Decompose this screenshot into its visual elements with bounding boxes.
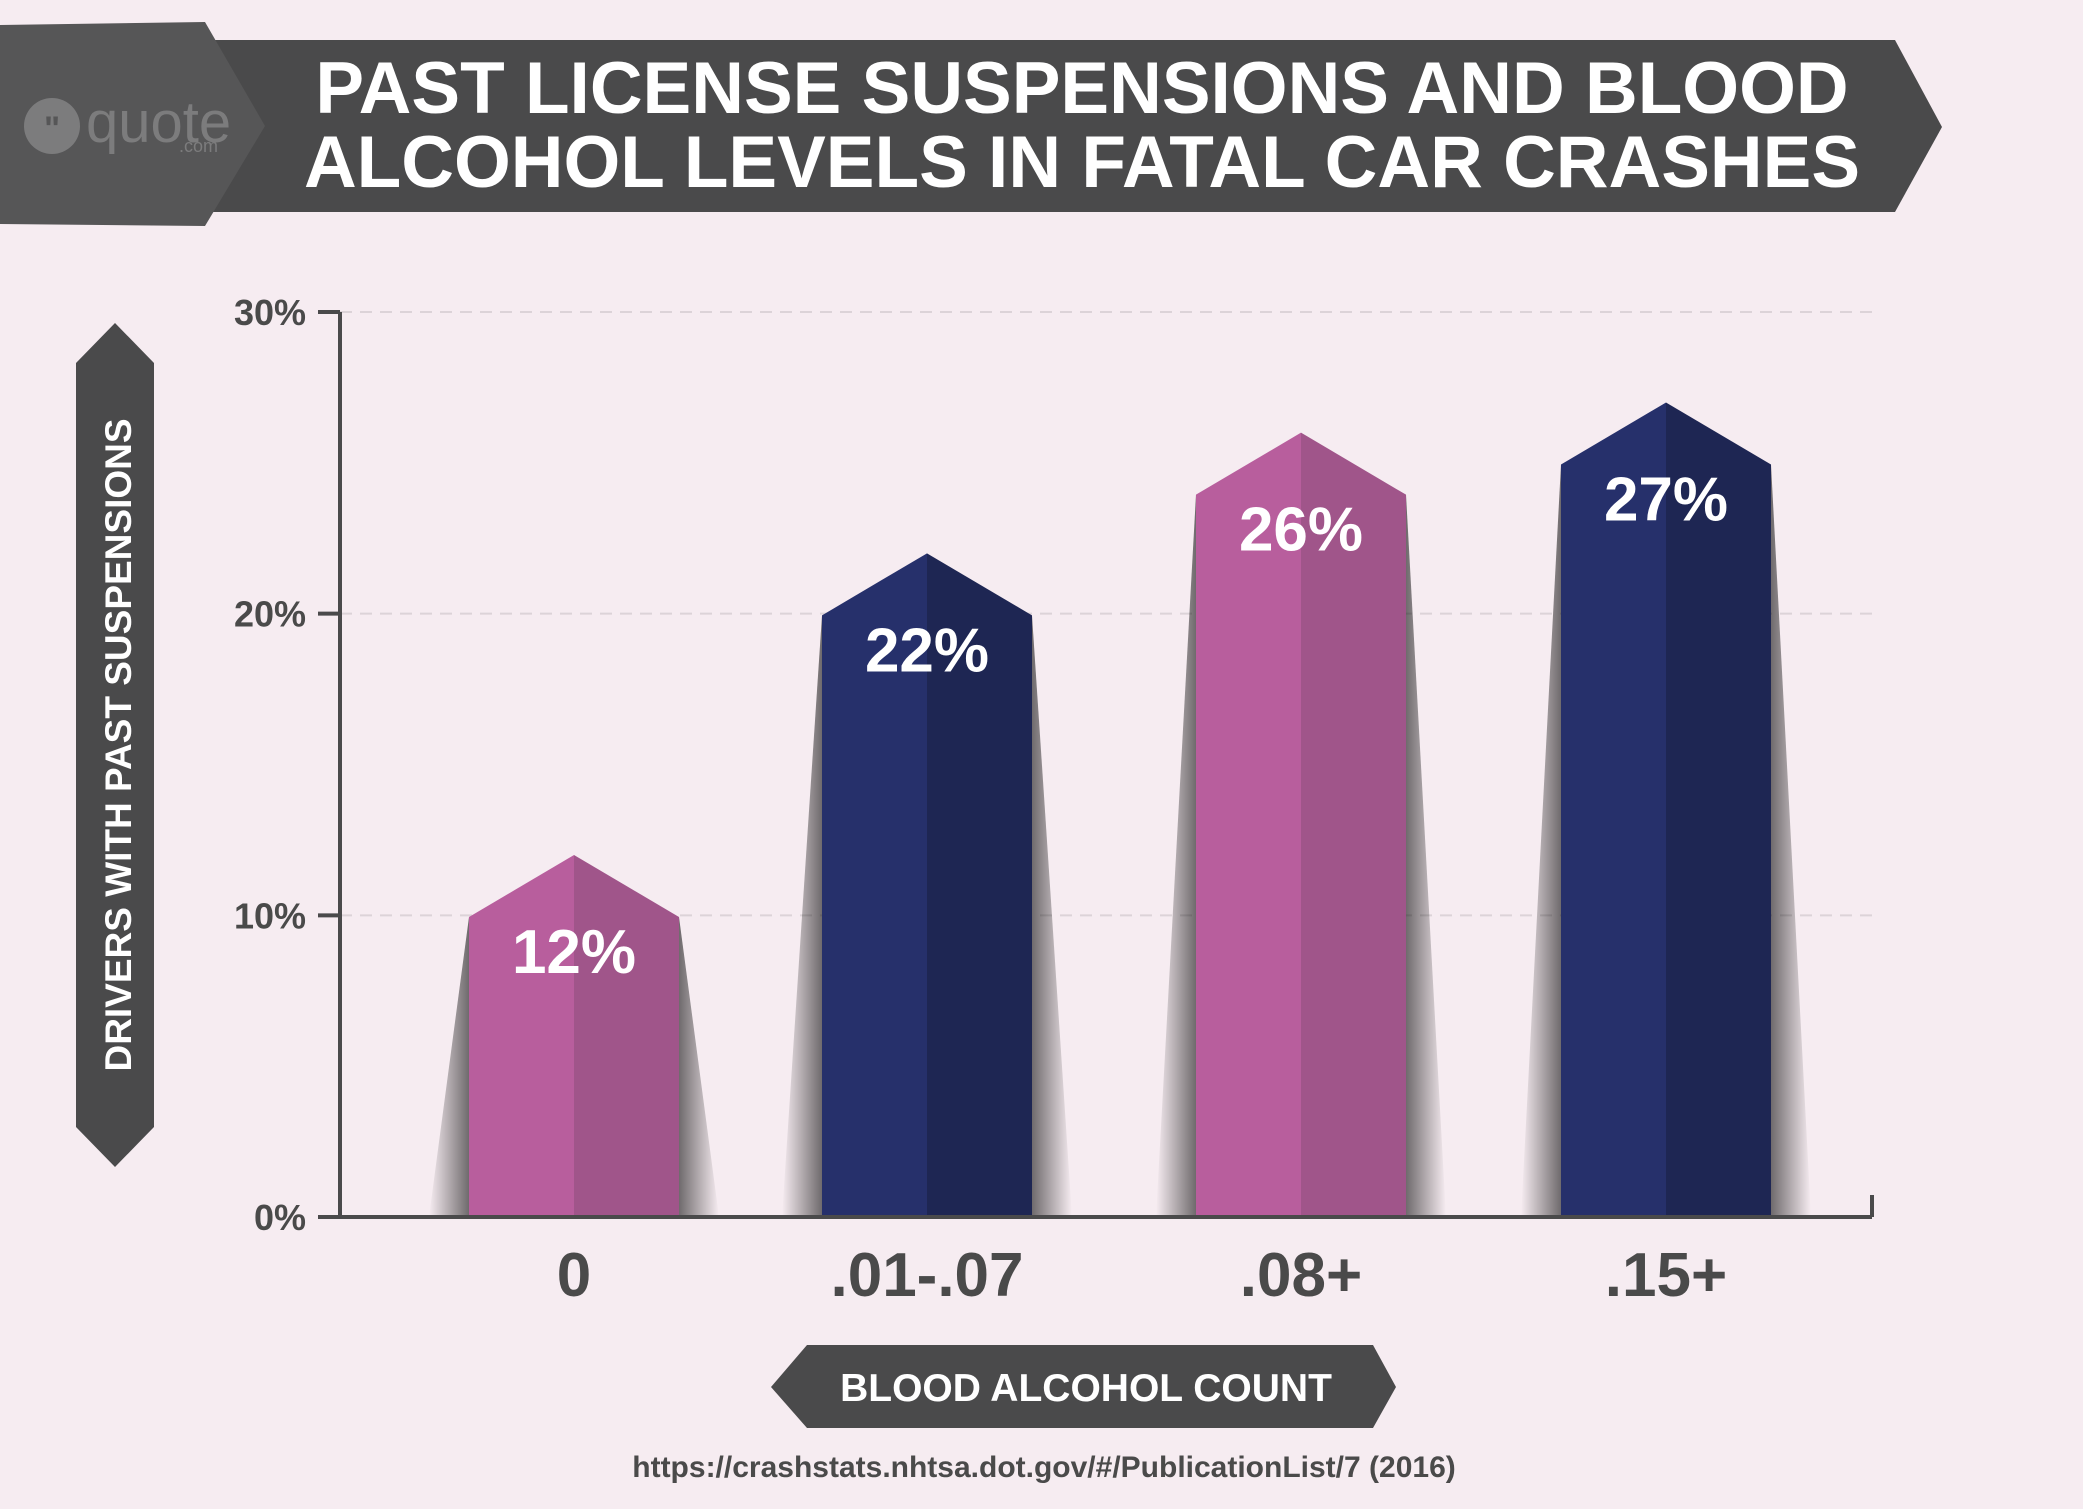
title-banner: PAST LICENSE SUSPENSIONS AND BLOOD ALCOH… — [212, 40, 1942, 212]
bar-shadow — [679, 917, 719, 1217]
bar-right-half — [927, 553, 1032, 1217]
bar-group: 12% — [429, 855, 719, 1217]
bar — [1196, 432, 1301, 1218]
bar-value-label: 22% — [865, 616, 989, 685]
axes: 0% 10% 20% 30% 0 .01-.07 .08+ .15+ — [234, 292, 1874, 1310]
x-tick-label: 0 — [557, 1241, 591, 1310]
x-axis-label: BLOOD ALCOHOL COUNT — [840, 1367, 1332, 1410]
x-tick-label: .01-.07 — [830, 1241, 1023, 1310]
y-tick-label: 20% — [234, 594, 306, 635]
x-tick-label: .08+ — [1240, 1241, 1362, 1310]
bar-right-half — [574, 855, 679, 1217]
bar-right-half — [1666, 402, 1771, 1217]
x-axis-label-badge: BLOOD ALCOHOL COUNT — [771, 1345, 1396, 1428]
bar-group: 22% — [782, 553, 1072, 1217]
bar-shadow — [1156, 494, 1196, 1218]
y-axis-label-badge: DRIVERS WITH PAST SUSPENSIONS — [76, 323, 154, 1167]
bar — [822, 553, 927, 1217]
source-citation: https://crashstats.nhtsa.dot.gov/#/Publi… — [632, 1451, 1456, 1484]
bar-group: 26% — [1156, 432, 1446, 1218]
bar-shadow — [1032, 615, 1072, 1217]
logo-mark — [24, 98, 80, 154]
bars: 12% 22% 26% 27% — [429, 402, 1811, 1218]
quote-marks-icon: " — [44, 110, 60, 148]
x-axis-label-shape — [771, 1345, 1396, 1428]
logo-text: quote — [86, 90, 231, 155]
bar — [1561, 402, 1666, 1217]
logo-badge — [0, 22, 265, 226]
bar-shadow — [1521, 464, 1561, 1217]
title-line-1: PAST LICENSE SUSPENSIONS AND BLOOD — [315, 48, 1848, 129]
bar-group: 27% — [1521, 402, 1811, 1217]
bar-shadow — [1771, 464, 1811, 1217]
logo-suffix: .com — [179, 136, 218, 156]
title-line-2: ALCOHOL LEVELS IN FATAL CAR CRASHES — [304, 122, 1860, 203]
title-banner-shape — [212, 40, 1942, 212]
gridlines — [340, 311, 1872, 917]
y-tick-label: 10% — [234, 895, 306, 936]
bar-shadow — [429, 917, 469, 1217]
bar-shadow — [782, 615, 822, 1217]
y-tick-label: 0% — [254, 1197, 306, 1238]
bar — [469, 855, 574, 1217]
y-axis-label: DRIVERS WITH PAST SUSPENSIONS — [98, 418, 139, 1071]
bar-value-label: 27% — [1604, 466, 1728, 535]
bar-value-label: 12% — [512, 918, 636, 987]
logo: " quote .com — [0, 22, 265, 226]
y-tick-label: 30% — [234, 292, 306, 333]
y-axis-label-shape — [76, 323, 154, 1167]
bar-right-half — [1301, 432, 1406, 1218]
bar-value-label: 26% — [1239, 496, 1363, 565]
x-tick-label: .15+ — [1605, 1241, 1727, 1310]
bar-shadow — [1406, 494, 1446, 1218]
